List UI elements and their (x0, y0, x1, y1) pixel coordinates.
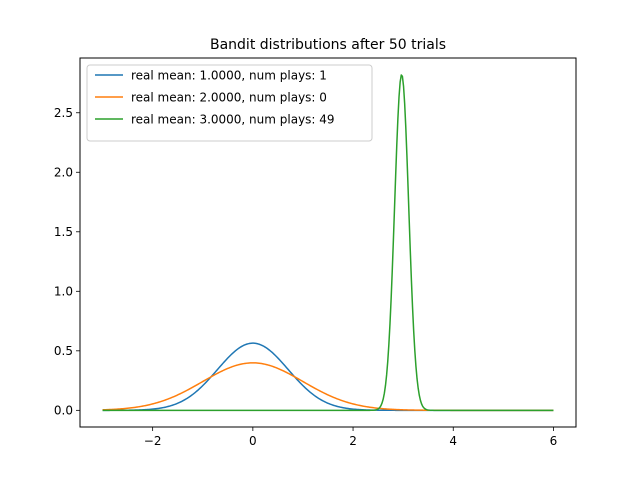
y-tick-label: 1.5 (54, 225, 73, 239)
y-tick-label: 2.0 (54, 165, 73, 179)
x-axis-ticks: −2 0 2 4 6 (144, 427, 557, 448)
y-tick-label: 1.0 (54, 284, 73, 298)
plot-area: −2 0 2 4 6 0.0 0.5 1.0 1.5 2.0 2.5 (54, 57, 577, 448)
x-tick-label: 6 (550, 434, 558, 448)
y-axis-ticks: 0.0 0.5 1.0 1.5 2.0 2.5 (54, 106, 80, 417)
series-lines (102, 74, 554, 412)
x-tick-label: −2 (144, 434, 162, 448)
series-line-3 (102, 74, 554, 412)
x-tick-label: 4 (449, 434, 457, 448)
x-tick-label: 2 (349, 434, 357, 448)
chart-title: Bandit distributions after 50 trials (210, 37, 446, 53)
axes-frame (79, 57, 577, 428)
legend-box (86, 64, 373, 142)
legend-entry-label: real mean: 1.0000, num plays: 1 (131, 69, 327, 83)
y-tick-label: 0.5 (54, 344, 73, 358)
y-tick-label: 0.0 (54, 403, 73, 417)
legend-entry-label: real mean: 3.0000, num plays: 49 (131, 113, 335, 127)
legend: real mean: 1.0000, num plays: 1 real mean… (86, 64, 373, 142)
legend-entry-label: real mean: 2.0000, num plays: 0 (131, 91, 327, 105)
y-tick-label: 2.5 (54, 106, 73, 120)
x-tick-label: 0 (249, 434, 257, 448)
